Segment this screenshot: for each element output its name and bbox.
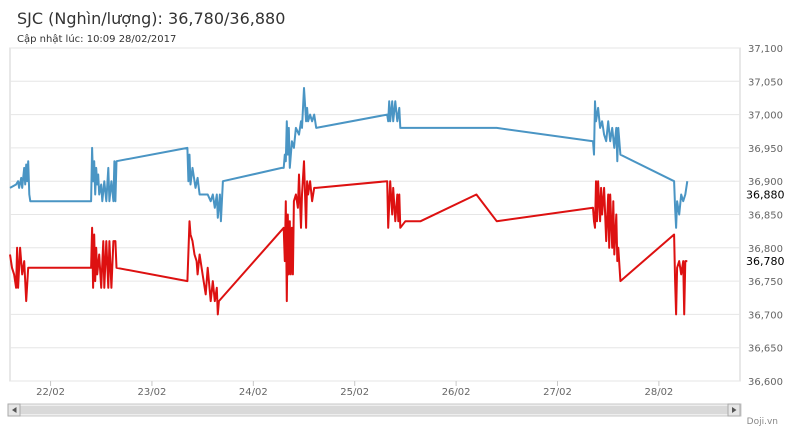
arrow-right-icon [732, 407, 737, 413]
y-tick-label: 36,650 [748, 344, 783, 355]
y-tick-label: 36,750 [748, 277, 783, 288]
y-tick-label: 36,850 [748, 211, 783, 222]
credit: Doji.vn [746, 417, 778, 427]
series-group [9, 87, 689, 316]
y-tick-label: 37,100 [748, 44, 783, 55]
y-tick-label: 36,900 [748, 177, 783, 188]
y-tick-label: 36,950 [748, 144, 783, 155]
x-tick-label: 23/02 [138, 387, 167, 398]
last-value-labels: 36,880 36,780 [742, 187, 786, 269]
last-value-bg [742, 254, 786, 269]
x-tick-label: 27/02 [543, 387, 572, 398]
x-tick-label: 26/02 [442, 387, 471, 398]
chart-title: SJC (Nghìn/lượng): 36,780/36,880 [17, 9, 286, 28]
y-tick-label: 36,600 [748, 377, 783, 388]
series-line-sell [9, 87, 689, 229]
arrow-left-icon [12, 407, 17, 413]
scrollbar-track[interactable] [20, 406, 728, 414]
scrollbar[interactable] [7, 403, 742, 417]
y-tick-label: 37,000 [748, 111, 783, 122]
y-tick-label: 36,800 [748, 244, 783, 255]
x-tick-label: 25/02 [340, 387, 369, 398]
y-tick-label: 36,700 [748, 310, 783, 321]
last-value-label: 36,880 [746, 189, 785, 202]
x-axis: 22/02 23/02 24/02 25/02 26/02 27/02 28/02 [36, 381, 673, 398]
x-tick-label: 28/02 [644, 387, 673, 398]
last-value-label: 36,780 [746, 255, 785, 268]
series-line-buy [9, 160, 688, 316]
update-time: Cập nhật lúc: 10:09 28/02/2017 [17, 34, 177, 45]
x-tick-label: 22/02 [36, 387, 65, 398]
y-axis: 37,100 37,050 37,000 36,950 36,900 36,850 36,8… [748, 44, 783, 388]
y-tick-label: 37,050 [748, 77, 783, 88]
x-tick-label: 24/02 [239, 387, 268, 398]
last-value-bg [742, 187, 786, 202]
